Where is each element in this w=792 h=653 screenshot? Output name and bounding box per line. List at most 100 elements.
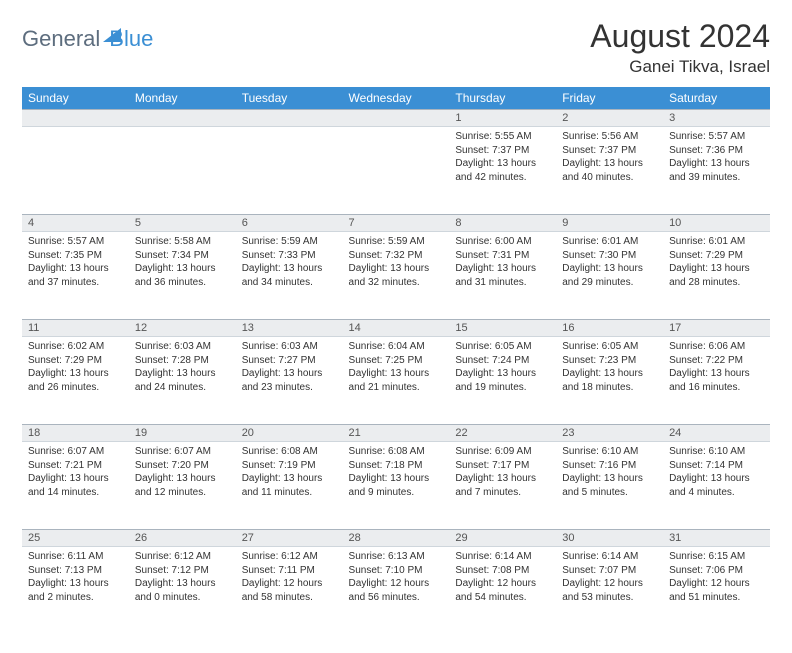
day-number: 14	[343, 320, 450, 337]
day-body-row: Sunrise: 5:55 AMSunset: 7:37 PM Daylight:…	[22, 127, 770, 215]
day-cell: Sunrise: 5:56 AMSunset: 7:37 PMDaylight:…	[556, 127, 663, 215]
day-number	[343, 110, 450, 127]
daylight-text: Daylight: 13 hours and 23 minutes.	[242, 367, 337, 394]
day-number-row: 25262728293031	[22, 530, 770, 547]
daylight-text: Daylight: 13 hours and 37 minutes.	[28, 262, 123, 289]
day-cell: Sunrise: 6:05 AMSunset: 7:23 PMDaylight:…	[556, 337, 663, 425]
sunset-text: Sunset: 7:14 PM	[669, 459, 764, 473]
sunset-text: Sunset: 7:21 PM	[28, 459, 123, 473]
daylight-text: Daylight: 13 hours and 34 minutes.	[242, 262, 337, 289]
sunrise-text: Sunrise: 6:07 AM	[135, 445, 230, 459]
sunrise-text: Sunrise: 6:02 AM	[28, 340, 123, 354]
sunrise-text: Sunrise: 6:12 AM	[135, 550, 230, 564]
day-cell: Sunrise: 5:59 AMSunset: 7:33 PMDaylight:…	[236, 232, 343, 320]
daylight-text: Daylight: 12 hours and 53 minutes.	[562, 577, 657, 604]
day-number: 8	[449, 215, 556, 232]
weekday-header: Saturday	[663, 87, 770, 110]
day-cell	[129, 127, 236, 215]
sunrise-text: Sunrise: 5:55 AM	[455, 130, 550, 144]
sunrise-text: Sunrise: 5:58 AM	[135, 235, 230, 249]
day-cell: Sunrise: 6:08 AMSunset: 7:19 PMDaylight:…	[236, 442, 343, 530]
day-number-row: 45678910	[22, 215, 770, 232]
daylight-text: Daylight: 13 hours and 0 minutes.	[135, 577, 230, 604]
sunset-text: Sunset: 7:07 PM	[562, 564, 657, 578]
day-cell: Sunrise: 6:08 AMSunset: 7:18 PMDaylight:…	[343, 442, 450, 530]
day-number-row: 123	[22, 110, 770, 127]
weekday-header: Thursday	[449, 87, 556, 110]
day-cell: Sunrise: 6:14 AMSunset: 7:07 PMDaylight:…	[556, 547, 663, 635]
daylight-text: Daylight: 13 hours and 4 minutes.	[669, 472, 764, 499]
sunrise-text: Sunrise: 6:08 AM	[242, 445, 337, 459]
weekday-header: Tuesday	[236, 87, 343, 110]
sunrise-text: Sunrise: 6:03 AM	[135, 340, 230, 354]
day-cell: Sunrise: 6:07 AMSunset: 7:21 PMDaylight:…	[22, 442, 129, 530]
sunset-text: Sunset: 7:32 PM	[349, 249, 444, 263]
sunset-text: Sunset: 7:28 PM	[135, 354, 230, 368]
day-number: 4	[22, 215, 129, 232]
daylight-text: Daylight: 12 hours and 56 minutes.	[349, 577, 444, 604]
sunset-text: Sunset: 7:29 PM	[28, 354, 123, 368]
day-number: 29	[449, 530, 556, 547]
sunrise-text: Sunrise: 6:07 AM	[28, 445, 123, 459]
sunset-text: Sunset: 7:36 PM	[669, 144, 764, 158]
sunrise-text: Sunrise: 6:05 AM	[562, 340, 657, 354]
day-cell: Sunrise: 6:14 AMSunset: 7:08 PMDaylight:…	[449, 547, 556, 635]
day-number: 18	[22, 425, 129, 442]
sunset-text: Sunset: 7:08 PM	[455, 564, 550, 578]
day-cell: Sunrise: 6:11 AMSunset: 7:13 PMDaylight:…	[22, 547, 129, 635]
sunset-text: Sunset: 7:24 PM	[455, 354, 550, 368]
day-number	[22, 110, 129, 127]
day-number: 5	[129, 215, 236, 232]
sunset-text: Sunset: 7:16 PM	[562, 459, 657, 473]
daylight-text: Daylight: 13 hours and 12 minutes.	[135, 472, 230, 499]
day-cell: Sunrise: 6:03 AMSunset: 7:28 PMDaylight:…	[129, 337, 236, 425]
daylight-text: Daylight: 13 hours and 16 minutes.	[669, 367, 764, 394]
day-cell	[22, 127, 129, 215]
sunrise-text: Sunrise: 6:03 AM	[242, 340, 337, 354]
weekday-header: Monday	[129, 87, 236, 110]
daylight-text: Daylight: 12 hours and 54 minutes.	[455, 577, 550, 604]
day-number: 31	[663, 530, 770, 547]
day-number: 25	[22, 530, 129, 547]
location: Ganei Tikva, Israel	[590, 57, 770, 77]
day-cell: Sunrise: 5:58 AMSunset: 7:34 PMDaylight:…	[129, 232, 236, 320]
daylight-text: Daylight: 12 hours and 58 minutes.	[242, 577, 337, 604]
day-number	[236, 110, 343, 127]
calendar-page: General Blue August 2024 Ganei Tikva, Is…	[0, 0, 792, 653]
sunset-text: Sunset: 7:11 PM	[242, 564, 337, 578]
day-cell: Sunrise: 6:10 AMSunset: 7:16 PMDaylight:…	[556, 442, 663, 530]
daylight-text: Daylight: 13 hours and 5 minutes.	[562, 472, 657, 499]
day-number: 21	[343, 425, 450, 442]
sunrise-text: Sunrise: 5:59 AM	[349, 235, 444, 249]
sunset-text: Sunset: 7:25 PM	[349, 354, 444, 368]
day-number: 10	[663, 215, 770, 232]
day-cell	[236, 127, 343, 215]
sunrise-text: Sunrise: 6:11 AM	[28, 550, 123, 564]
sunset-text: Sunset: 7:23 PM	[562, 354, 657, 368]
day-cell: Sunrise: 6:02 AMSunset: 7:29 PMDaylight:…	[22, 337, 129, 425]
day-number: 20	[236, 425, 343, 442]
sunset-text: Sunset: 7:18 PM	[349, 459, 444, 473]
day-number: 16	[556, 320, 663, 337]
weekday-header: Wednesday	[343, 87, 450, 110]
month-title: August 2024	[590, 18, 770, 55]
sunset-text: Sunset: 7:37 PM	[455, 144, 550, 158]
daylight-text: Daylight: 13 hours and 2 minutes.	[28, 577, 123, 604]
sunrise-text: Sunrise: 6:13 AM	[349, 550, 444, 564]
sunset-text: Sunset: 7:20 PM	[135, 459, 230, 473]
daylight-text: Daylight: 13 hours and 39 minutes.	[669, 157, 764, 184]
sunrise-text: Sunrise: 6:00 AM	[455, 235, 550, 249]
day-number: 13	[236, 320, 343, 337]
daylight-text: Daylight: 13 hours and 24 minutes.	[135, 367, 230, 394]
sunset-text: Sunset: 7:30 PM	[562, 249, 657, 263]
sunrise-text: Sunrise: 6:01 AM	[669, 235, 764, 249]
sunrise-text: Sunrise: 6:05 AM	[455, 340, 550, 354]
sunrise-text: Sunrise: 6:10 AM	[562, 445, 657, 459]
sunset-text: Sunset: 7:19 PM	[242, 459, 337, 473]
sunrise-text: Sunrise: 5:57 AM	[669, 130, 764, 144]
header: General Blue August 2024 Ganei Tikva, Is…	[22, 18, 770, 77]
day-cell: Sunrise: 6:00 AMSunset: 7:31 PMDaylight:…	[449, 232, 556, 320]
day-cell: Sunrise: 6:01 AMSunset: 7:30 PMDaylight:…	[556, 232, 663, 320]
sunset-text: Sunset: 7:34 PM	[135, 249, 230, 263]
day-number: 27	[236, 530, 343, 547]
